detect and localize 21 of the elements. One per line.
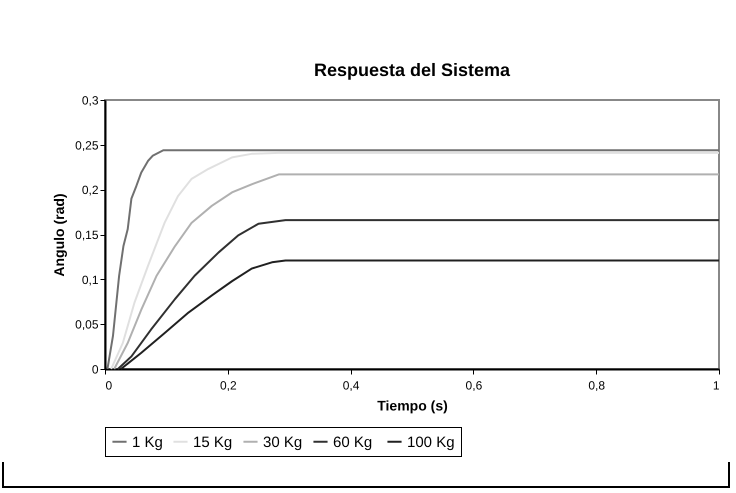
legend-label: 1 Kg bbox=[132, 434, 163, 451]
x-tick-label: 0,2 bbox=[220, 378, 237, 392]
legend-label: 100 Kg bbox=[407, 434, 455, 451]
y-axis-title: Angulo (rad) bbox=[51, 193, 68, 277]
y-tick-label: 0 bbox=[92, 362, 99, 376]
x-tick-label: 0,8 bbox=[588, 378, 606, 392]
x-axis-title: Tiempo (s) bbox=[377, 398, 448, 414]
legend-label: 15 Kg bbox=[193, 434, 232, 451]
y-tick-label: 0,05 bbox=[75, 318, 99, 332]
chart-title: Respuesta del Sistema bbox=[314, 60, 512, 80]
x-tick-label: 0 bbox=[106, 378, 112, 392]
x-tick-label: 0,6 bbox=[466, 378, 483, 392]
x-tick-label: 1 bbox=[712, 378, 720, 392]
y-tick-label: 0,1 bbox=[82, 272, 99, 287]
y-tick-label: 0,25 bbox=[75, 138, 99, 152]
legend-label: 60 Kg bbox=[333, 434, 372, 451]
y-tick-label: 0,15 bbox=[75, 228, 99, 242]
x-tick-label: 0,4 bbox=[342, 378, 360, 392]
legend-label: 30 Kg bbox=[263, 434, 302, 451]
y-tick-label: 0,2 bbox=[82, 183, 99, 198]
y-tick-label: 0,3 bbox=[82, 94, 99, 108]
